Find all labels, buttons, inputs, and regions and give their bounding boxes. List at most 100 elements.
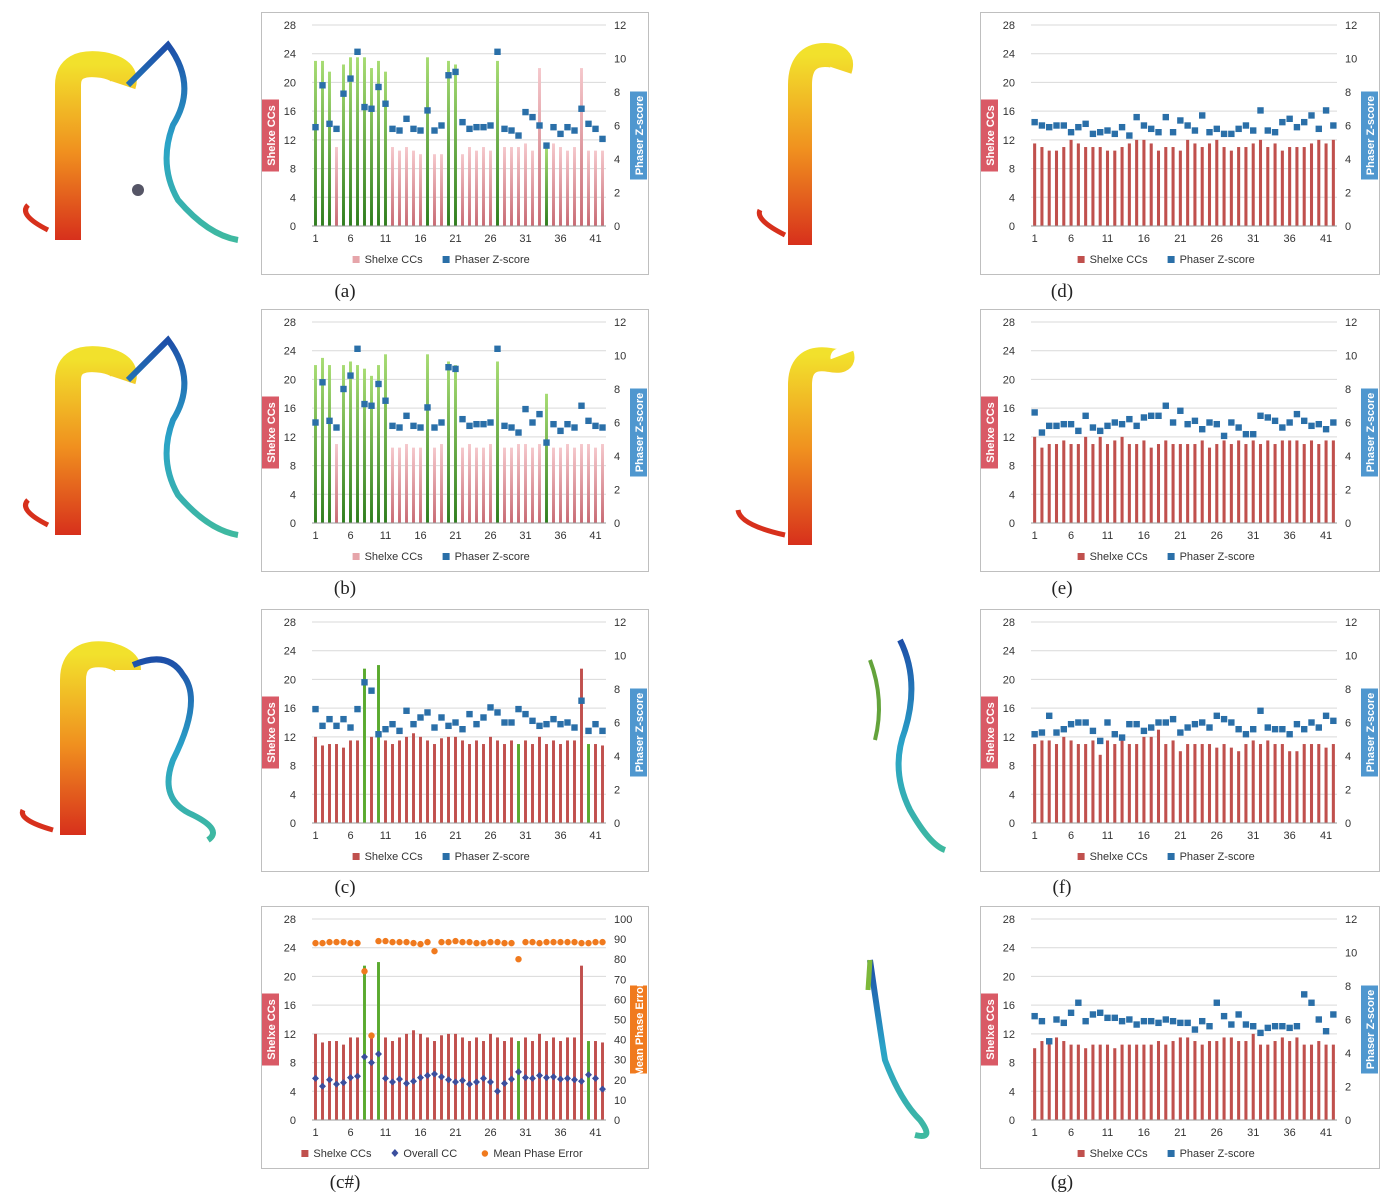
- bar: [1273, 1041, 1277, 1120]
- zscore-point: [599, 424, 606, 431]
- zscore-point: [487, 704, 494, 711]
- bar: [363, 368, 366, 523]
- legend-swatch-shelxe: [352, 553, 360, 560]
- zscore-point: [1315, 724, 1322, 731]
- y-tick-label: 4: [1009, 192, 1015, 204]
- bar: [454, 365, 457, 523]
- bar: [398, 740, 401, 823]
- zscore-point: [1082, 412, 1089, 419]
- zscore-point: [354, 48, 361, 55]
- legend-label: Shelxe CCs: [313, 1148, 372, 1160]
- x-tick-label: 21: [1174, 830, 1186, 842]
- y2-tick-label: 50: [614, 1015, 626, 1027]
- y-tick-label: 16: [1003, 106, 1015, 118]
- zscore-point: [1293, 410, 1301, 418]
- bar: [1215, 747, 1219, 823]
- bar: [1135, 744, 1139, 823]
- bar: [363, 668, 366, 823]
- zscore-point: [585, 417, 592, 425]
- zscore-point: [375, 83, 382, 91]
- phase-error-point: [599, 938, 606, 946]
- zscore-point: [354, 705, 361, 713]
- zscore-point: [1242, 731, 1250, 738]
- x-tick-label: 6: [347, 1127, 353, 1139]
- bar: [1186, 139, 1190, 226]
- zscore-point: [529, 113, 536, 121]
- bar: [321, 60, 324, 227]
- x-tick-label: 11: [380, 830, 391, 842]
- bar: [1054, 1037, 1059, 1120]
- zscore-point: [501, 422, 508, 430]
- phase-error-point: [550, 938, 557, 946]
- x-tick-label: 11: [380, 1127, 391, 1139]
- phase-error-point: [424, 938, 431, 946]
- zscore-point: [466, 710, 473, 718]
- bar: [342, 747, 345, 823]
- bar: [391, 147, 394, 226]
- bar: [601, 444, 604, 523]
- bar: [426, 57, 429, 226]
- bar: [1317, 139, 1321, 226]
- zscore-point: [1191, 417, 1199, 425]
- zscore-point: [1308, 999, 1315, 1006]
- bar: [440, 738, 443, 823]
- phase-error-point: [515, 956, 522, 963]
- zscore-point: [340, 90, 347, 97]
- y2-tick-label: 0: [1345, 221, 1351, 233]
- y-tick-label: 24: [1003, 943, 1015, 955]
- zscore-point: [1191, 127, 1199, 134]
- legend-label: Phaser Z-score: [1180, 851, 1255, 863]
- zscore-point: [1177, 407, 1184, 414]
- zscore-point: [1075, 123, 1082, 131]
- overall-cc-point: [326, 1076, 333, 1084]
- bar: [1317, 444, 1321, 523]
- bar: [356, 740, 359, 823]
- bar: [468, 1041, 471, 1120]
- bar: [1105, 740, 1110, 823]
- phase-error-point: [557, 938, 564, 946]
- bar: [1302, 444, 1306, 523]
- bar: [1164, 1044, 1168, 1120]
- y2-axis-label-group: Phaser Z-score: [1361, 985, 1378, 1074]
- phase-error-point: [333, 938, 340, 946]
- zscore-point: [1184, 724, 1191, 731]
- bar: [1193, 744, 1197, 823]
- zscore-point: [431, 424, 438, 431]
- bar: [1054, 444, 1059, 523]
- zscore-point: [1162, 1016, 1169, 1023]
- y-axis-label: Shelxe CCs: [266, 402, 278, 463]
- y2-tick-label: 90: [614, 934, 626, 946]
- zscore-point: [1301, 726, 1308, 733]
- zscore-point: [1111, 130, 1118, 138]
- phase-error-point: [536, 939, 543, 947]
- zscore-point: [494, 709, 501, 716]
- overall-cc-point: [361, 1053, 368, 1061]
- y-axis-label-box: [981, 993, 998, 1066]
- bar: [1302, 1044, 1306, 1120]
- bar: [1331, 440, 1335, 523]
- zscore-point: [1097, 129, 1104, 136]
- bar: [1135, 1044, 1139, 1120]
- overall-cc-point: [431, 1070, 438, 1078]
- zscore-point: [1301, 991, 1308, 998]
- bar: [1084, 436, 1088, 523]
- zscore-point: [487, 122, 494, 129]
- bar: [552, 740, 555, 823]
- x-tick-label: 6: [1068, 1127, 1074, 1139]
- zscore-point: [1067, 420, 1075, 428]
- bar: [1171, 1041, 1175, 1120]
- x-tick-label: 36: [554, 233, 566, 245]
- zscore-point: [571, 724, 578, 731]
- phase-error-point: [312, 939, 319, 947]
- zscore-point: [403, 707, 410, 714]
- bar: [1222, 744, 1226, 823]
- x-tick-label: 1: [312, 530, 318, 542]
- y2-tick-label: 2: [614, 485, 620, 497]
- x-tick-label: 11: [380, 233, 391, 245]
- bar: [559, 147, 562, 226]
- y2-axis-label: Phaser Z-score: [1365, 96, 1377, 175]
- bar: [1164, 744, 1168, 823]
- zscore-point: [1315, 125, 1322, 133]
- zscore-point: [1126, 720, 1133, 728]
- x-tick-label: 26: [484, 530, 496, 542]
